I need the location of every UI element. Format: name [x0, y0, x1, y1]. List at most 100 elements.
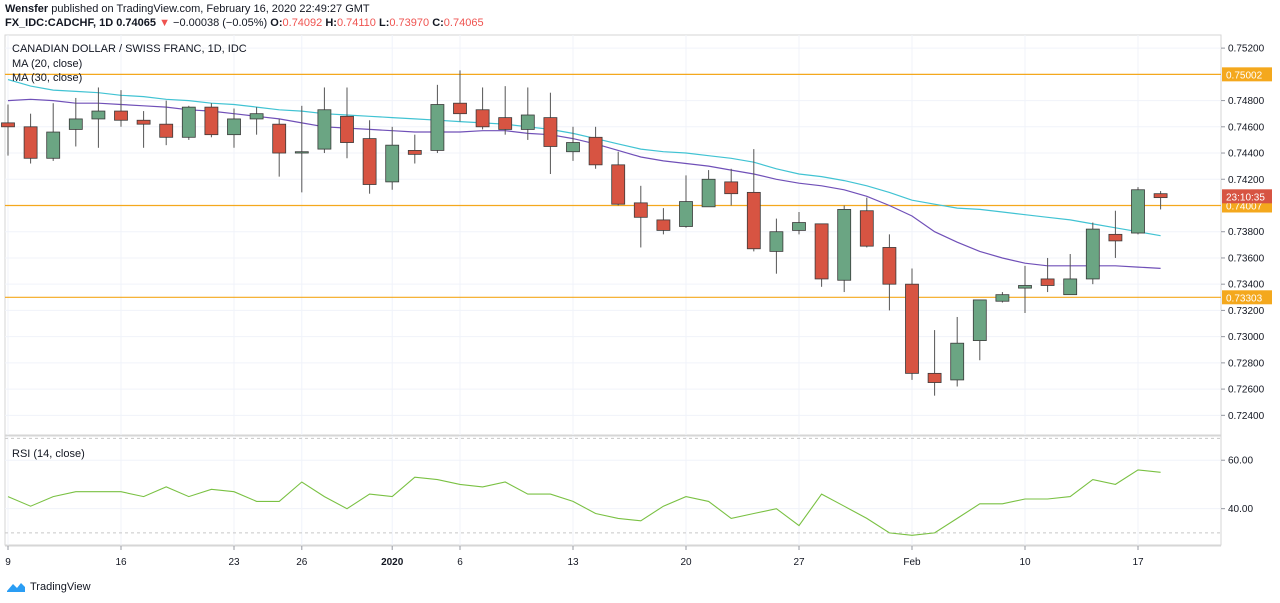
time-tick-label: 6	[457, 557, 463, 568]
candle	[407, 134, 422, 164]
candle-body	[159, 123, 174, 138]
level-badge	[1222, 67, 1272, 82]
candle-body	[905, 283, 919, 374]
candle	[995, 292, 1010, 303]
candle-body	[68, 118, 83, 130]
candle-body	[46, 131, 61, 159]
candle	[249, 107, 264, 135]
price-badge-label: 23:10:35	[1226, 192, 1265, 203]
candle-body	[882, 247, 897, 285]
candle	[859, 197, 874, 248]
candle-body	[1040, 278, 1055, 286]
price-tick-label: 0.73000	[1228, 332, 1265, 343]
published-text: published on TradingView.com, February 1…	[51, 3, 370, 15]
horizontal-levels: 0.75002 0.74007 0.73303 23:10:35	[5, 67, 1272, 305]
price-tick-label: 0.72800	[1228, 358, 1265, 369]
last-price: 0.74065	[116, 17, 157, 29]
close-label: C:	[432, 17, 444, 29]
candle-body	[746, 191, 761, 250]
rsi-line	[7, 469, 1161, 536]
publish-header: Wensfer published on TradingView.com, Fe…	[5, 3, 370, 15]
ma30-line	[7, 98, 1161, 269]
candle-body	[453, 102, 467, 115]
tradingview-footer[interactable]: TradingView	[6, 581, 91, 593]
price-badge	[1222, 189, 1272, 204]
candle	[1, 104, 15, 156]
candle	[498, 86, 513, 135]
candle	[430, 84, 445, 154]
candle-body	[859, 210, 874, 247]
time-tick-label: Feb	[903, 557, 921, 568]
candle-body	[272, 123, 287, 154]
candle-body	[566, 142, 580, 153]
candle-body	[1085, 228, 1100, 280]
candle	[814, 223, 829, 287]
time-tick-label: 27	[793, 557, 805, 568]
time-tick-label: 16	[115, 557, 127, 568]
candle-body	[837, 209, 852, 281]
candle	[23, 113, 38, 164]
candle	[159, 100, 174, 146]
price-tick-label: 0.73400	[1228, 280, 1265, 291]
candle-body	[633, 202, 648, 218]
candle	[950, 316, 965, 387]
candle	[204, 103, 219, 138]
high-value: 0.74110	[336, 17, 376, 29]
main-pane	[4, 34, 1222, 436]
time-tick-label: 13	[567, 557, 579, 568]
candle	[792, 212, 806, 235]
candle-body	[385, 144, 400, 183]
candle-body	[927, 372, 942, 383]
price-tick-label: 0.73600	[1228, 253, 1265, 264]
candle	[91, 87, 106, 148]
candle	[317, 87, 332, 154]
price-tick-label: 0.74800	[1228, 96, 1265, 107]
candle-body	[294, 151, 309, 154]
time-axis: 9 16 23 26 2020 6 13 20 27 Feb 10 17	[5, 545, 1221, 568]
candle	[362, 120, 377, 194]
candle	[114, 90, 128, 127]
rsi-tick-label: 60.00	[1228, 456, 1253, 467]
candle	[1108, 210, 1123, 258]
rsi-pane	[4, 435, 1222, 546]
candle-body	[136, 119, 151, 125]
open-label: O:	[270, 17, 283, 29]
candles	[1, 70, 1168, 396]
candle-body	[362, 138, 377, 185]
candle-body	[792, 222, 806, 231]
candle	[633, 185, 648, 248]
candle	[701, 170, 716, 208]
chart-title: CANADIAN DOLLAR / SWISS FRANC, 1D, IDC	[12, 43, 247, 55]
level-label: 0.74007	[1226, 201, 1263, 212]
price-axis: 0.75200 0.74800 0.74600 0.74400 0.74200 0.738…	[1221, 44, 1265, 422]
price-tick-label: 0.75200	[1228, 44, 1265, 55]
rsi-indicator: 60.00 40.00	[5, 437, 1253, 536]
time-tick-label: 2020	[381, 557, 404, 568]
price-tick-label: 0.72600	[1228, 385, 1265, 396]
candle-body	[950, 342, 965, 381]
candle-body	[543, 117, 558, 147]
candle-body	[972, 299, 987, 341]
candle	[294, 105, 309, 193]
candle	[769, 218, 784, 274]
candle	[272, 118, 287, 177]
candle-body	[1153, 193, 1168, 199]
candle	[340, 87, 354, 159]
candle-body	[724, 181, 739, 195]
candle	[136, 111, 151, 148]
candle-body	[475, 109, 490, 128]
candle	[611, 151, 626, 206]
candle	[1040, 257, 1055, 293]
candle-body	[1108, 233, 1123, 242]
candle-body	[227, 118, 241, 136]
symbol-label: FX_IDC:CADCHF, 1D	[5, 17, 114, 29]
price-tick-label: 0.73800	[1228, 227, 1265, 238]
price-tick-label: 0.74600	[1228, 122, 1265, 133]
candle-body	[1131, 189, 1145, 234]
ma30-legend: MA (30, close)	[12, 72, 83, 84]
candle-body	[701, 178, 716, 208]
close-value: 0.74065	[443, 17, 484, 29]
level-label: 0.75002	[1226, 70, 1263, 81]
level-label: 0.73303	[1226, 293, 1263, 304]
